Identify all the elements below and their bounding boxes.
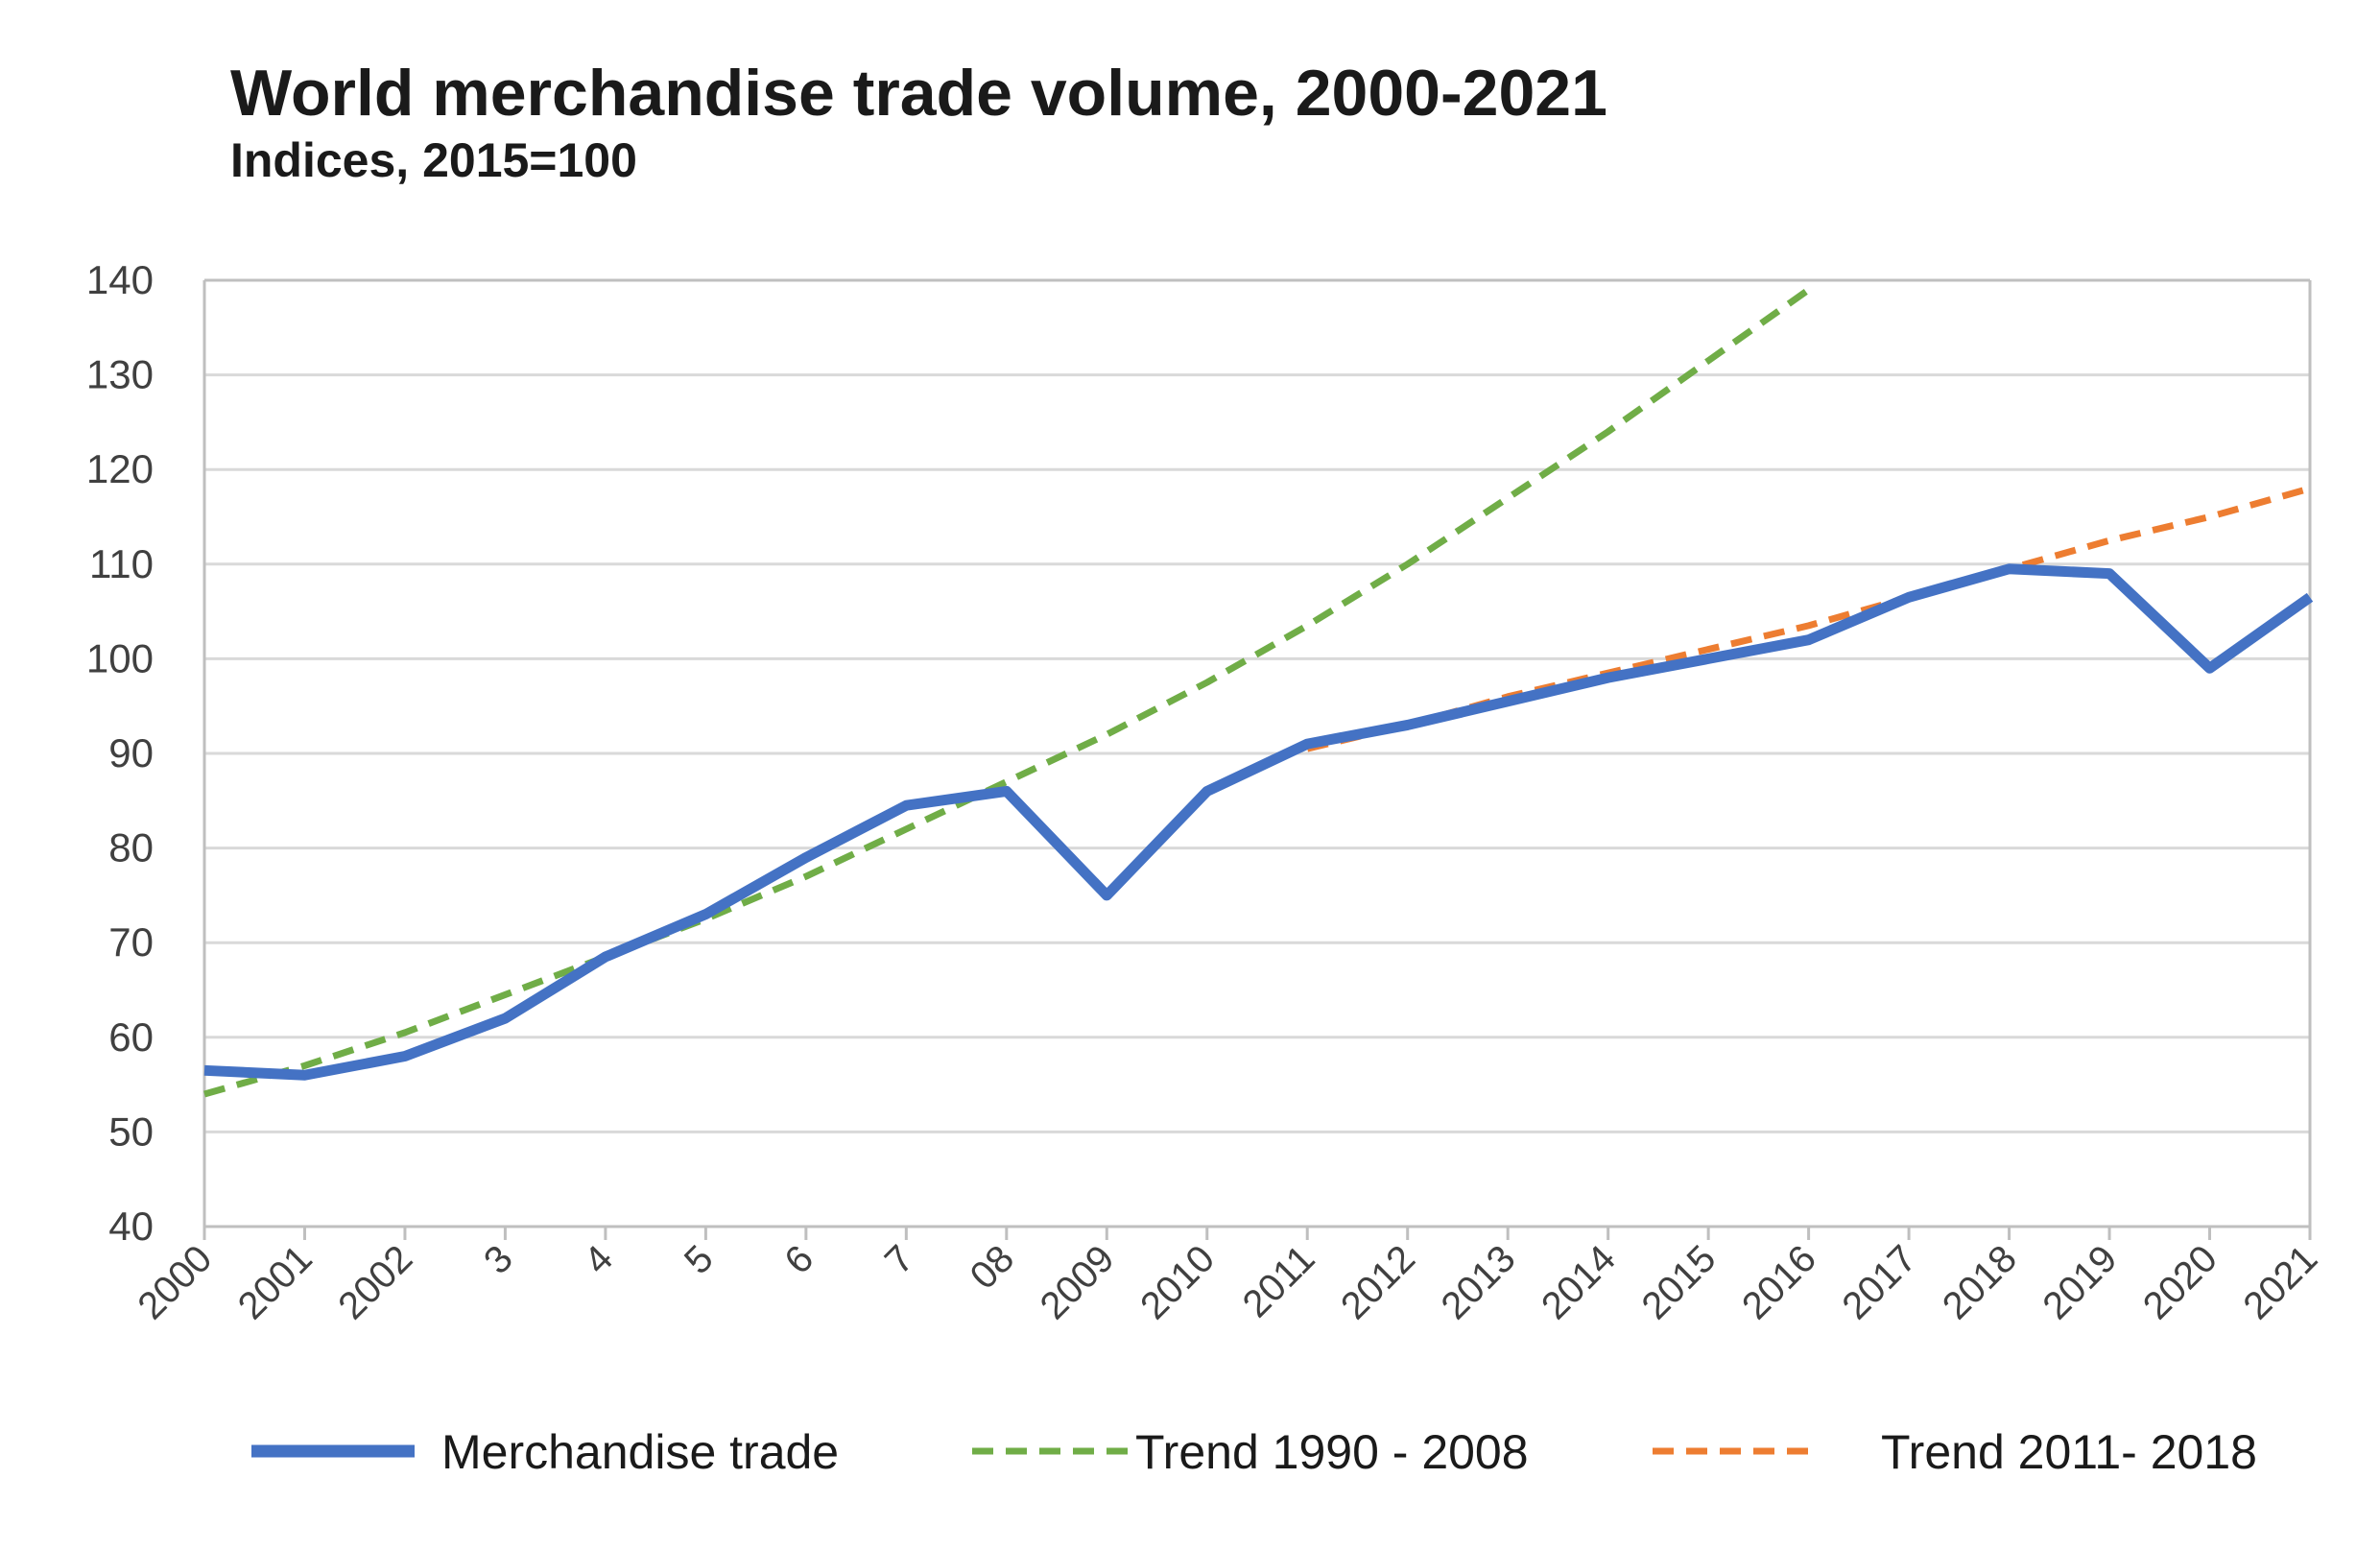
x-tick-label: 2009 (1033, 1237, 1123, 1327)
x-tick-label: 6 (776, 1237, 821, 1282)
x-tick-label: 2013 (1434, 1237, 1524, 1327)
x-tick-label: 2015 (1633, 1237, 1724, 1327)
chart-subtitle: Indices, 2015=100 (230, 133, 637, 187)
x-tick-label: 2011 (1235, 1237, 1323, 1325)
y-tick-label: 140 (86, 257, 154, 302)
x-tick-label: 2010 (1132, 1237, 1223, 1327)
x-tick-label: 2014 (1534, 1237, 1624, 1327)
grid-lines (204, 278, 2310, 1133)
y-tick-label: 40 (108, 1204, 154, 1249)
x-tick-label: 2020 (2135, 1237, 2225, 1327)
x-tick-label: 2000 (130, 1237, 220, 1327)
x-tick-label: 2001 (230, 1237, 321, 1327)
series-lines (203, 287, 2314, 1098)
y-tick-label: 90 (108, 730, 154, 775)
y-tick-label: 50 (108, 1109, 154, 1154)
x-tick-label: 2016 (1734, 1237, 1824, 1327)
y-tick-label: 120 (86, 446, 154, 491)
x-tick-label: 2012 (1333, 1237, 1423, 1327)
series-line-0 (203, 563, 2314, 1081)
y-tick-label: 80 (108, 825, 154, 870)
axes (202, 278, 2312, 1240)
y-tick-label: 60 (108, 1014, 154, 1060)
y-tick-label: 130 (86, 352, 154, 397)
x-axis-ticks: 2000 2001 2002 3 4 5 6 7 08 2009 2010 2011 2012 2013 2… (130, 1237, 2325, 1327)
legend: Merchandise trade Trend 1990 - 2008 Trend … (251, 1425, 2257, 1479)
x-tick-label: 4 (576, 1237, 621, 1282)
y-tick-label: 110 (89, 541, 154, 586)
chart-title: World merchandise trade volume, 2000-202… (230, 57, 1607, 130)
x-tick-label: 08 (963, 1237, 1023, 1298)
y-tick-label: 70 (108, 919, 154, 965)
x-tick-label: 2019 (2035, 1237, 2125, 1327)
y-tick-label: 100 (86, 635, 154, 680)
legend-label-0: Merchandise trade (441, 1425, 839, 1479)
legend-label-2: Trend 2011- 2018 (1881, 1425, 2257, 1479)
series-line-1 (203, 287, 1811, 1098)
legend-label-1: Trend 1990 - 2008 (1135, 1425, 1529, 1479)
y-axis-ticks: 40 50 60 70 80 90 100 110 120 130 140 (86, 257, 154, 1249)
x-tick-label: 7 (877, 1237, 922, 1282)
x-tick-label: 2021 (2235, 1237, 2325, 1327)
x-tick-label: 2018 (1935, 1237, 2025, 1327)
x-tick-label: 2017 (1834, 1237, 1924, 1327)
x-tick-label: 5 (677, 1237, 722, 1282)
x-tick-label: 2002 (330, 1237, 420, 1327)
x-tick-label: 3 (476, 1237, 521, 1282)
